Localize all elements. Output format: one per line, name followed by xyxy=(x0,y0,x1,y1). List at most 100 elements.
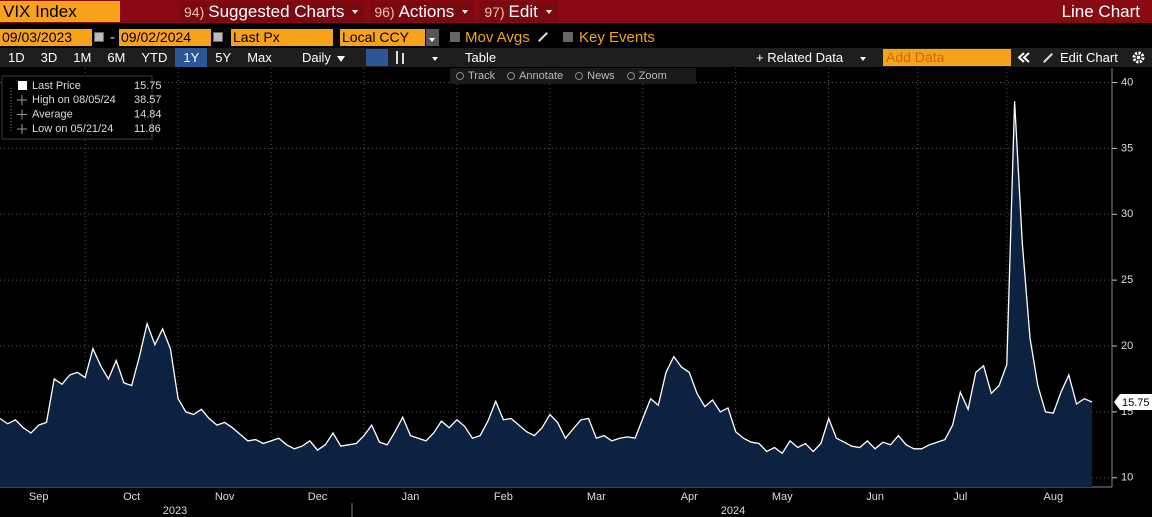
y-tick-label: 20 xyxy=(1121,340,1133,352)
x-tick-label: Aug xyxy=(1043,491,1063,503)
tool-icon xyxy=(507,72,516,80)
y-tick-label: 25 xyxy=(1121,274,1133,286)
year-label: 2023 xyxy=(163,505,187,517)
gear xyxy=(1132,51,1145,64)
stat-value: 38.57 xyxy=(134,94,162,106)
caret xyxy=(545,9,552,14)
legend-value: 15.75 xyxy=(134,80,162,92)
toolbar xyxy=(0,48,1152,67)
stat-value: 11.86 xyxy=(134,123,161,135)
start-date[interactable]: 09/03/2023 xyxy=(0,29,92,46)
y-tick-label: 10 xyxy=(1121,472,1133,484)
period-select[interactable]: Daily xyxy=(302,48,345,67)
x-tick-label: Nov xyxy=(215,491,235,503)
caret xyxy=(860,57,866,61)
menu-number: 96) xyxy=(374,3,395,20)
last-price-marker xyxy=(1114,394,1152,411)
tool-icon xyxy=(626,72,635,80)
x-tick-label: Jul xyxy=(953,491,967,503)
range-button[interactable]: 6M xyxy=(107,50,126,65)
tool-button[interactable]: Track xyxy=(456,68,495,84)
y-tick-label: 30 xyxy=(1121,208,1133,220)
chart-tools: Track Annotate News Zoom xyxy=(450,68,696,84)
menu-label: Edit xyxy=(508,1,538,21)
currency-select[interactable]: Local CCY xyxy=(340,29,425,46)
range-buttons: 1D 3D 1M 6M YTD 1Y 5Y Max xyxy=(0,48,280,67)
range-button[interactable]: 1D xyxy=(8,50,25,65)
x-tick-label: Feb xyxy=(494,491,513,503)
end-date[interactable]: 09/02/2024 xyxy=(119,29,211,46)
tool-label: Track xyxy=(468,70,496,82)
view-title: Line Chart xyxy=(1061,2,1140,21)
dropdown-button[interactable] xyxy=(426,29,439,46)
range-button[interactable]: 5Y xyxy=(215,50,232,65)
tool-icon xyxy=(575,72,584,80)
tool-button[interactable]: News xyxy=(575,68,615,84)
x-tick-label: Apr xyxy=(681,491,698,503)
x-tick-label: Oct xyxy=(123,491,140,503)
menu-item[interactable]: 97) Edit xyxy=(480,1,558,22)
x-tick-label: Sep xyxy=(29,491,49,503)
menu-label: Suggested Charts xyxy=(208,1,345,21)
area xyxy=(0,101,1092,488)
dropdown-button[interactable] xyxy=(857,48,869,67)
last-price-label: 15.75 xyxy=(1122,397,1150,409)
checkbox[interactable] xyxy=(563,32,573,42)
edit-chart-button[interactable]: Edit Chart xyxy=(1060,50,1118,65)
menu-item[interactable]: 96) Actions xyxy=(370,1,475,22)
tool-label: News xyxy=(587,70,615,82)
period-label: Daily xyxy=(302,50,331,65)
x-tick-label: Mar xyxy=(587,491,606,503)
range-button[interactable]: 1Y xyxy=(175,48,208,67)
settings-icon[interactable] xyxy=(1131,50,1146,65)
collapse-icon[interactable] xyxy=(1017,51,1031,64)
y-tick-label: 40 xyxy=(1121,76,1133,88)
stat-label: Average xyxy=(32,108,73,120)
legend-swatch xyxy=(18,81,27,90)
dropdown-button[interactable] xyxy=(428,48,442,67)
date-separator: - xyxy=(110,29,115,46)
tool-button[interactable]: Zoom xyxy=(626,68,667,84)
year-label: 2024 xyxy=(721,505,745,517)
range-button[interactable]: Max xyxy=(247,50,272,65)
legend-label: Last Price xyxy=(32,80,81,92)
tool-button[interactable]: Annotate xyxy=(507,68,563,84)
checkbox[interactable] xyxy=(450,32,460,42)
caret xyxy=(429,38,435,42)
tool-label: Annotate xyxy=(519,70,564,82)
menu-item[interactable]: 94) Suggested Charts xyxy=(180,1,365,22)
line xyxy=(0,101,1093,455)
field-select[interactable]: Last Px xyxy=(231,29,333,46)
tool-label: Zoom xyxy=(638,70,667,82)
line-chart-button[interactable] xyxy=(366,49,388,66)
caret xyxy=(432,57,438,61)
x-tick-label: Jan xyxy=(402,491,420,503)
calendar-icon[interactable] xyxy=(213,32,223,42)
menu: 94) Suggested Charts 96) Actions 97) Edit xyxy=(180,1,558,22)
menu-label: Actions xyxy=(398,1,455,21)
range-button[interactable]: YTD xyxy=(141,50,168,65)
security-field[interactable]: VIX Index xyxy=(0,1,120,22)
bar-chart-button[interactable] xyxy=(396,51,398,64)
x-tick-label: Dec xyxy=(308,491,328,503)
bar-chart-button[interactable] xyxy=(402,53,404,64)
y-tick-label: 35 xyxy=(1121,142,1133,154)
caret xyxy=(336,56,345,62)
add-data-input[interactable]: Add Data xyxy=(883,49,1011,66)
title-bar: VIX Index 94) Suggested Charts 96) Actions 9… xyxy=(0,0,1152,23)
stat-label: High on 08/05/24 xyxy=(32,94,116,106)
menu-number: 97) xyxy=(484,3,505,20)
caret xyxy=(462,9,469,14)
key-events-label: Key Events xyxy=(579,29,655,46)
related-data-button[interactable]: + Related Data xyxy=(756,50,844,65)
calendar-icon[interactable] xyxy=(94,32,104,42)
stat-label: Low on 05/21/24 xyxy=(32,123,113,135)
range-button[interactable]: 3D xyxy=(40,50,58,65)
gear-hub xyxy=(1136,55,1141,60)
table-button[interactable]: Table xyxy=(465,50,497,65)
stat-value: 14.84 xyxy=(134,108,162,120)
menu-number: 94) xyxy=(184,3,205,20)
range-button[interactable]: 1M xyxy=(73,50,92,65)
tool-icon xyxy=(456,72,464,80)
